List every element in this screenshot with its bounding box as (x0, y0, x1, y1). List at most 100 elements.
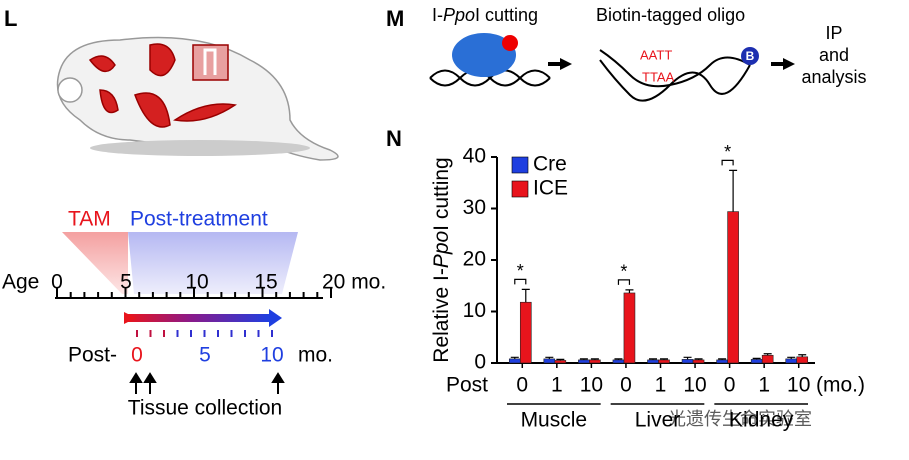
post-unit: mo. (298, 344, 333, 367)
step-label: Biotin-tagged oligo (596, 5, 745, 25)
x-tick-label: 0 (620, 374, 632, 397)
x-unit: (mo.) (816, 374, 865, 397)
bar (658, 359, 670, 364)
x-tick-label: 1 (551, 374, 563, 397)
panel-letter: L (4, 6, 17, 31)
x-tick-label: 10 (787, 374, 810, 397)
y-tick-label: 40 (463, 145, 486, 168)
step-label: I-PpoI cutting (432, 5, 538, 25)
group-label: Kidney (729, 409, 794, 432)
tam-region (62, 232, 128, 294)
bar (716, 359, 728, 364)
watermark: 光遗传生命实验室 (668, 409, 812, 429)
x-tick-label: 1 (655, 374, 667, 397)
significance-bracket (617, 279, 631, 285)
age-label: Age (2, 271, 39, 294)
collection-arrows (129, 372, 285, 394)
error-bar (729, 169, 738, 212)
tam-label: TAM (68, 208, 111, 231)
bar (623, 292, 636, 364)
bar (692, 359, 705, 364)
oligo-bottom: TTAA (642, 69, 675, 84)
arrow-head (269, 309, 282, 327)
post-region (128, 232, 298, 294)
bar (612, 359, 625, 364)
error-bar (718, 358, 727, 360)
error-bar (798, 354, 807, 357)
significance-label: * (620, 262, 627, 282)
step-arrow (560, 58, 572, 70)
error-bar (556, 358, 565, 361)
x-tick-label: 10 (580, 374, 603, 397)
error-bar (625, 289, 634, 293)
error-bar (590, 358, 599, 360)
age-tick-label: 10 (185, 271, 208, 294)
bar (647, 359, 659, 364)
significance-bracket (721, 159, 734, 166)
error-bar (787, 356, 796, 359)
error-bar (510, 356, 519, 359)
x-tick-label: 1 (758, 374, 770, 397)
error-bar (649, 358, 657, 360)
post-label: Post- (68, 344, 117, 367)
significance-label: * (724, 142, 731, 162)
bar (589, 359, 601, 364)
significance-label: * (517, 261, 524, 281)
legend-label: Cre (533, 153, 567, 176)
x-tick-label: 10 (683, 374, 706, 397)
post-tick-label: 10 (260, 344, 283, 367)
dna-helix (429, 49, 751, 102)
legend-swatch (511, 156, 529, 174)
y-tick-label: 10 (463, 299, 486, 322)
post-tick-label: 0 (131, 344, 143, 367)
step-arrow (783, 58, 795, 70)
group-label: Liver (635, 409, 681, 432)
x-tick-label: 0 (516, 374, 528, 397)
step-arrow (548, 62, 560, 66)
y-tick-label: 20 (463, 248, 486, 271)
legend-label: ICE (533, 177, 568, 200)
step-label: and (819, 45, 849, 65)
error-bar (579, 358, 588, 360)
error-bar (521, 288, 530, 303)
biotin-label: B (746, 49, 755, 63)
post-tick-label: 5 (199, 344, 211, 367)
y-tick-label: 0 (474, 351, 486, 374)
x-axis-label: Post (446, 374, 488, 397)
bar (519, 301, 532, 364)
legend-swatch (511, 180, 529, 198)
arrow-start (124, 312, 136, 324)
treatment-arrow (127, 314, 269, 322)
y-axis-label: Relative I-PpoI cutting (430, 157, 453, 362)
error-bar (694, 358, 703, 360)
error-bar (614, 358, 623, 360)
bar (796, 356, 809, 364)
group-label: Muscle (521, 409, 588, 432)
error-bar (545, 356, 554, 359)
bar (508, 358, 521, 364)
post-treatment-label: Post-treatment (130, 208, 268, 231)
enzyme (452, 33, 516, 77)
age-tick-label: 5 (120, 271, 132, 294)
age-tick-label: 20 mo. (322, 271, 386, 294)
x-tick-label: 0 (724, 374, 736, 397)
bar (785, 358, 798, 364)
panel-letter: M (386, 6, 404, 31)
step-label: IP (825, 23, 842, 43)
panel-letter: N (386, 126, 402, 151)
error-bar (752, 357, 761, 360)
bar (578, 359, 590, 364)
enzyme-site (502, 35, 518, 51)
error-bar (683, 356, 692, 360)
post-axis (136, 329, 273, 337)
error-bar (763, 353, 772, 356)
error-bar (660, 358, 668, 360)
collection-label: Tissue collection (128, 397, 282, 420)
bar (681, 359, 694, 364)
bar (727, 211, 739, 364)
bar (761, 354, 774, 364)
age-axis (55, 288, 332, 299)
bar (554, 360, 567, 364)
biotin (741, 47, 759, 65)
